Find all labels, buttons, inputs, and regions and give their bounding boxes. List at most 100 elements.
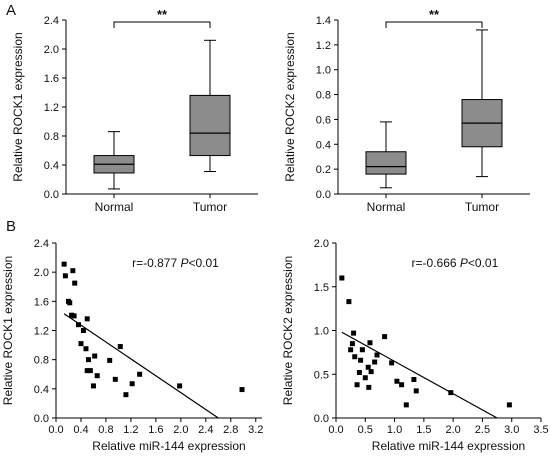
x-tick-label: 2.0 <box>173 424 188 436</box>
y-axis-label: Relative ROCK1 expression <box>1 256 15 405</box>
scatter-point <box>239 387 245 393</box>
x-tick-label: 3.5 <box>533 424 548 436</box>
y-axis-label: Relative ROCK1 expression <box>11 32 25 181</box>
scatter-point <box>62 273 68 279</box>
x-tick-label: 1.2 <box>123 424 138 436</box>
scatter-point <box>80 328 86 333</box>
y-tick-label: 1.2 <box>44 102 59 114</box>
significance-label: ** <box>157 7 168 22</box>
scatter-point <box>506 402 512 408</box>
x-axis-label: Relative miR-144 expression <box>92 439 245 453</box>
y-tick-label: 2.0 <box>34 267 49 279</box>
x-tick-label: 3.0 <box>504 424 519 436</box>
y-tick-label: 1.5 <box>314 282 329 294</box>
x-tick-label: 1.5 <box>416 424 431 436</box>
scatter-point <box>389 360 395 366</box>
y-tick-label: 0.0 <box>316 189 331 201</box>
scatter-point <box>72 280 78 286</box>
y-axis-label: Relative ROCK2 expression <box>283 32 297 181</box>
y-tick-label: 0.2 <box>316 164 331 176</box>
x-tick-label: Normal <box>95 200 134 214</box>
scatter-point <box>349 341 355 347</box>
scatter-point <box>399 382 405 388</box>
scatter-point <box>372 359 378 365</box>
y-tick-label: 1.4 <box>316 15 331 27</box>
y-tick-label: 0.6 <box>316 114 331 126</box>
scatter-point <box>112 376 118 382</box>
scatter-point <box>84 368 90 374</box>
scatter-point <box>75 322 81 328</box>
y-tick-label: 1.0 <box>316 65 331 77</box>
scatter-point <box>123 392 129 398</box>
scatter-point <box>382 334 388 340</box>
scatter-point <box>78 341 84 347</box>
scatter-point <box>374 352 380 358</box>
x-tick-label: 1.6 <box>148 424 163 436</box>
y-tick-label: 1.6 <box>44 73 59 85</box>
scatter-point <box>403 402 409 408</box>
scatter-point <box>354 382 360 388</box>
scatter-point <box>107 357 113 363</box>
scatter-point <box>85 357 91 363</box>
panel-letter-b: B <box>6 218 17 235</box>
y-axis-label: Relative ROCK2 expression <box>281 256 295 405</box>
x-tick-label: Tumor <box>193 200 227 214</box>
scatter-point <box>368 369 374 375</box>
scatter-point <box>413 388 419 394</box>
y-tick-label: 0.4 <box>44 160 59 172</box>
y-tick-label: 0.4 <box>316 139 331 151</box>
scatter-point <box>92 353 98 359</box>
scatter-point <box>94 373 100 379</box>
y-tick-label: 1.0 <box>314 326 329 338</box>
y-tick-label: 1.6 <box>34 296 49 308</box>
y-tick-label: 0.8 <box>316 90 331 102</box>
x-tick-label: Normal <box>367 200 406 214</box>
panel-letter-a: A <box>6 2 17 19</box>
correlation-annotation: r=-0.666 P<0.01 <box>412 256 499 270</box>
y-tick-label: 2.4 <box>44 15 59 27</box>
scatter-point <box>117 344 123 350</box>
scatter-point <box>71 313 77 319</box>
scatter-point <box>70 268 76 274</box>
x-tick-label: 0.0 <box>48 424 63 436</box>
x-tick-label: 2.0 <box>445 424 460 436</box>
scatter-point <box>358 357 364 363</box>
scatter-point <box>177 383 183 389</box>
scatter-point <box>411 377 417 382</box>
box-tumor <box>189 94 231 157</box>
y-tick-label: 2.0 <box>314 238 329 250</box>
scatter-point <box>359 347 365 353</box>
scatter-point <box>87 368 93 374</box>
significance-label: ** <box>429 7 440 22</box>
x-tick-label: Tumor <box>465 200 499 214</box>
y-tick-label: 0.8 <box>44 131 59 143</box>
x-tick-label: 2.5 <box>475 424 490 436</box>
scatter-point <box>366 384 372 390</box>
x-tick-label: 0.4 <box>73 424 88 436</box>
scatter-point <box>83 346 89 352</box>
scatter-point <box>90 383 96 389</box>
scatter-point <box>367 340 373 346</box>
scatter-point <box>348 347 354 353</box>
box-normal <box>365 151 407 175</box>
y-tick-label: 0.4 <box>34 384 49 396</box>
regression-line <box>341 331 498 419</box>
scatter-point <box>339 275 345 281</box>
scatter-point <box>351 330 357 336</box>
regression-line <box>63 313 219 419</box>
scatter-point <box>61 261 67 267</box>
significance-bracket <box>113 21 211 28</box>
x-tick-label: 2.8 <box>223 424 238 436</box>
y-tick-label: 1.2 <box>34 326 49 338</box>
x-tick-label: 1.0 <box>387 424 402 436</box>
y-tick-label: 0.8 <box>34 355 49 367</box>
significance-bracket <box>385 21 483 28</box>
y-tick-label: 0.0 <box>34 413 49 425</box>
y-tick-label: 1.2 <box>316 40 331 52</box>
scatter-point <box>67 300 73 306</box>
